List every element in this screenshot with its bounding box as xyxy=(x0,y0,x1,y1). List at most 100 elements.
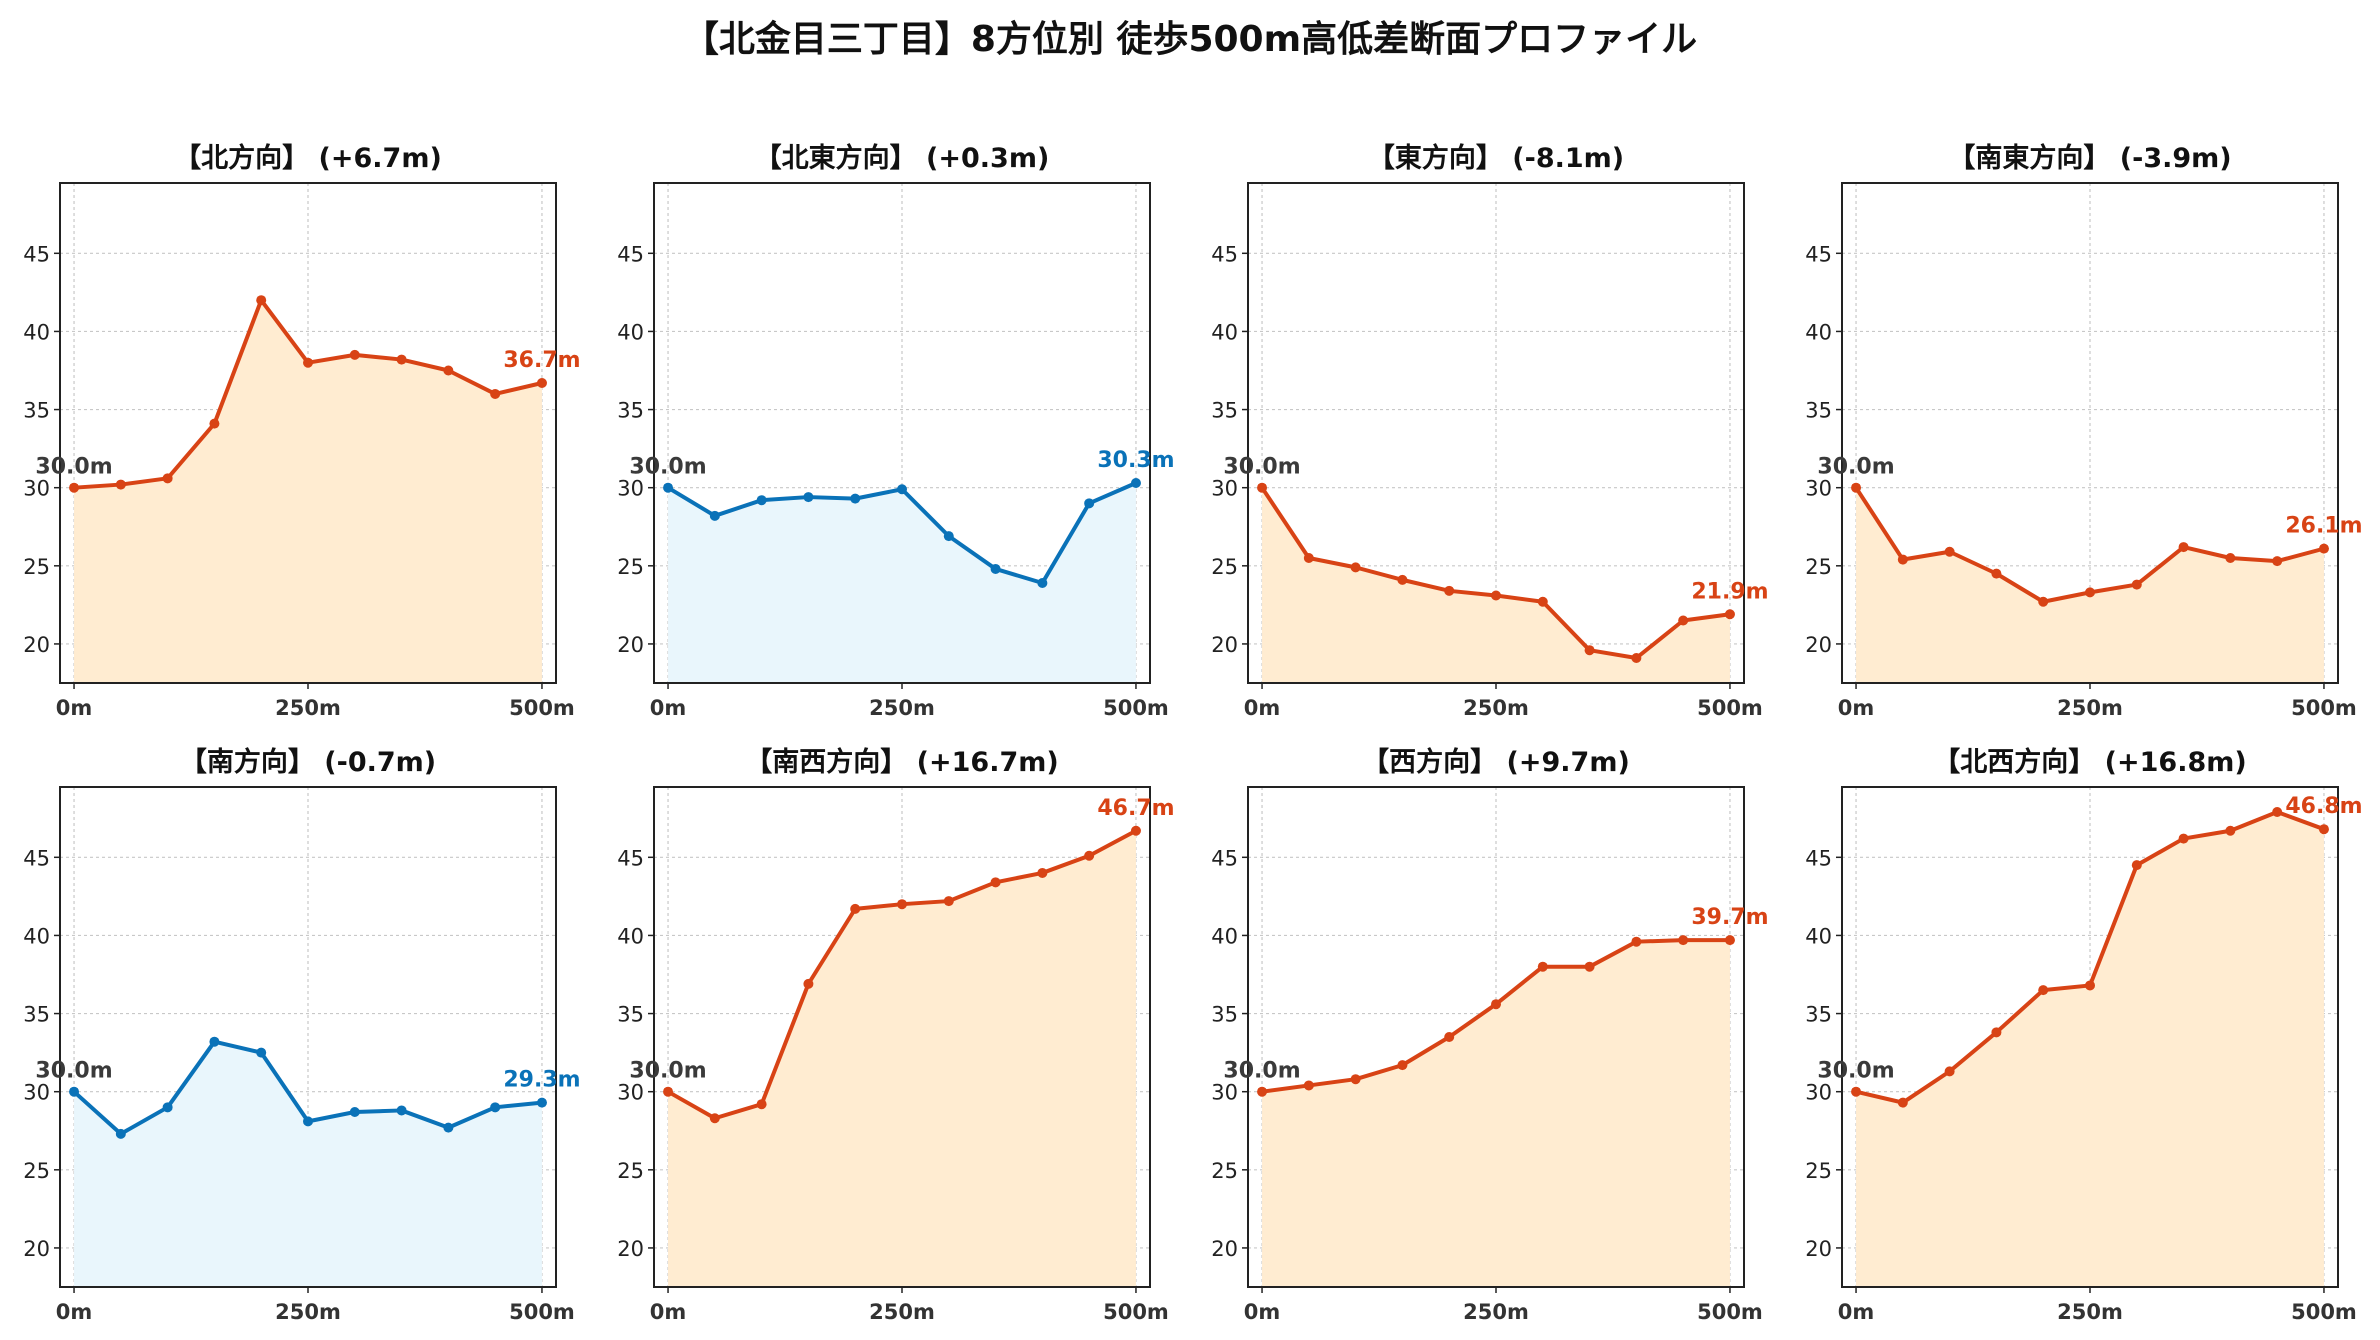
y-tick-label: 30 xyxy=(1211,477,1238,501)
x-tick-label: 0m xyxy=(1244,696,1281,720)
area-fill xyxy=(1856,487,2324,683)
data-point xyxy=(1084,850,1095,861)
y-tick-label: 35 xyxy=(1211,1003,1238,1027)
data-point xyxy=(943,896,954,907)
subplot-5: 【南方向】 (-0.7m) 20 25 30 35 40 45 0m 250m 500m 30.0m… xyxy=(23,746,580,1324)
data-point xyxy=(1130,478,1141,488)
plot-frame xyxy=(1247,786,1745,1288)
x-tick-label: 250m xyxy=(275,1300,341,1324)
y-tick-label: 30 xyxy=(617,1081,644,1105)
subplot-title: 【南方向】 (-0.7m) xyxy=(180,746,436,778)
data-point xyxy=(850,903,861,914)
y-tick-label: 25 xyxy=(1211,1159,1238,1183)
subplot-1: 【北方向】 (+6.7m) 20 25 30 35 40 45 0m 250m 500m 30.0m… xyxy=(23,142,580,720)
area-fill xyxy=(1262,487,1730,683)
data-point xyxy=(1678,935,1689,946)
data-point xyxy=(1584,645,1595,656)
y-tick-label: 45 xyxy=(617,242,644,266)
data-point xyxy=(2272,556,2283,567)
end-elevation-label: 46.7m xyxy=(1097,796,1174,821)
end-elevation-label: 39.7m xyxy=(1691,905,1768,930)
subplot-title: 【南西方向】 (+16.7m) xyxy=(745,746,1058,778)
data-point xyxy=(1037,867,1048,878)
data-point xyxy=(2038,985,2049,996)
y-tick-label: 40 xyxy=(1211,320,1238,344)
data-point xyxy=(1537,961,1548,972)
data-point xyxy=(850,493,861,504)
data-point xyxy=(897,484,907,495)
data-point xyxy=(1678,615,1689,626)
data-point xyxy=(162,473,173,484)
y-tick-label: 25 xyxy=(617,1159,644,1183)
data-point xyxy=(162,1102,173,1113)
data-point xyxy=(1397,1060,1408,1071)
area-fill xyxy=(74,1041,542,1287)
x-tick-label: 500m xyxy=(509,1300,575,1324)
subplot-4: 【南東方向】 (-3.9m) 20 25 30 35 40 45 0m 250m 500m 30.0… xyxy=(1805,142,2362,720)
x-tick-label: 0m xyxy=(1838,696,1875,720)
y-tick-label: 45 xyxy=(1211,242,1238,266)
data-point xyxy=(2131,860,2142,871)
y-tick-label: 45 xyxy=(1211,846,1238,870)
y-tick-label: 25 xyxy=(23,555,50,579)
data-point xyxy=(1724,935,1735,946)
data-point xyxy=(1303,1080,1314,1091)
data-point xyxy=(443,1122,454,1133)
data-point xyxy=(1257,482,1268,493)
data-point xyxy=(663,482,674,493)
data-point xyxy=(709,1113,720,1124)
subplot-8: 【北西方向】 (+16.8m) 20 25 30 35 40 45 0m 250m 500m 30.… xyxy=(1805,746,2362,1324)
y-tick-label: 40 xyxy=(617,924,644,948)
data-point xyxy=(396,1105,407,1116)
data-point xyxy=(1897,1097,1908,1108)
data-point xyxy=(490,388,501,399)
y-tick-label: 20 xyxy=(1211,633,1238,657)
data-point xyxy=(490,1102,501,1113)
data-point xyxy=(303,357,313,368)
data-point xyxy=(1444,1032,1455,1042)
subplot-title: 【西方向】 (+9.7m) xyxy=(1362,746,1630,778)
data-point xyxy=(1397,574,1408,585)
y-tick-label: 35 xyxy=(1805,1003,1832,1027)
x-tick-label: 500m xyxy=(1697,696,1763,720)
data-point xyxy=(1491,590,1501,601)
data-point xyxy=(2178,833,2189,844)
y-tick-label: 30 xyxy=(23,1081,50,1105)
plot-frame xyxy=(1841,786,2339,1288)
start-elevation-label: 30.0m xyxy=(629,1059,706,1084)
subplot-6: 【南西方向】 (+16.7m) 20 25 30 35 40 45 0m 250m 500m 30.… xyxy=(617,746,1174,1324)
y-tick-label: 30 xyxy=(617,477,644,501)
x-tick-label: 500m xyxy=(1103,1300,1169,1324)
data-point xyxy=(443,365,454,376)
data-point xyxy=(115,1128,126,1139)
end-elevation-label: 30.3m xyxy=(1097,448,1174,473)
y-tick-label: 30 xyxy=(23,477,50,501)
end-elevation-label: 26.1m xyxy=(2285,514,2362,539)
data-point xyxy=(536,1097,547,1108)
y-tick-label: 35 xyxy=(23,1003,50,1027)
y-tick-label: 40 xyxy=(23,320,50,344)
plot-frame xyxy=(59,182,557,684)
y-tick-label: 40 xyxy=(1805,320,1832,344)
y-tick-label: 20 xyxy=(23,1237,50,1261)
y-tick-label: 45 xyxy=(23,242,50,266)
y-tick-label: 20 xyxy=(23,633,50,657)
start-elevation-label: 30.0m xyxy=(35,1059,112,1084)
data-point xyxy=(709,510,720,521)
start-elevation-label: 30.0m xyxy=(1223,1059,1300,1084)
y-tick-label: 20 xyxy=(617,633,644,657)
y-tick-label: 40 xyxy=(23,924,50,948)
data-point xyxy=(2038,596,2049,607)
y-tick-label: 45 xyxy=(23,846,50,870)
x-tick-label: 0m xyxy=(650,696,687,720)
area-fill xyxy=(668,830,1136,1287)
subplot-title: 【北東方向】 (+0.3m) xyxy=(755,142,1050,174)
data-point xyxy=(349,349,360,360)
data-point xyxy=(756,1099,767,1110)
y-tick-label: 45 xyxy=(617,846,644,870)
x-tick-label: 500m xyxy=(2291,1300,2357,1324)
y-tick-label: 30 xyxy=(1805,477,1832,501)
data-point xyxy=(756,495,767,506)
x-tick-label: 500m xyxy=(509,696,575,720)
x-tick-label: 250m xyxy=(2057,696,2123,720)
